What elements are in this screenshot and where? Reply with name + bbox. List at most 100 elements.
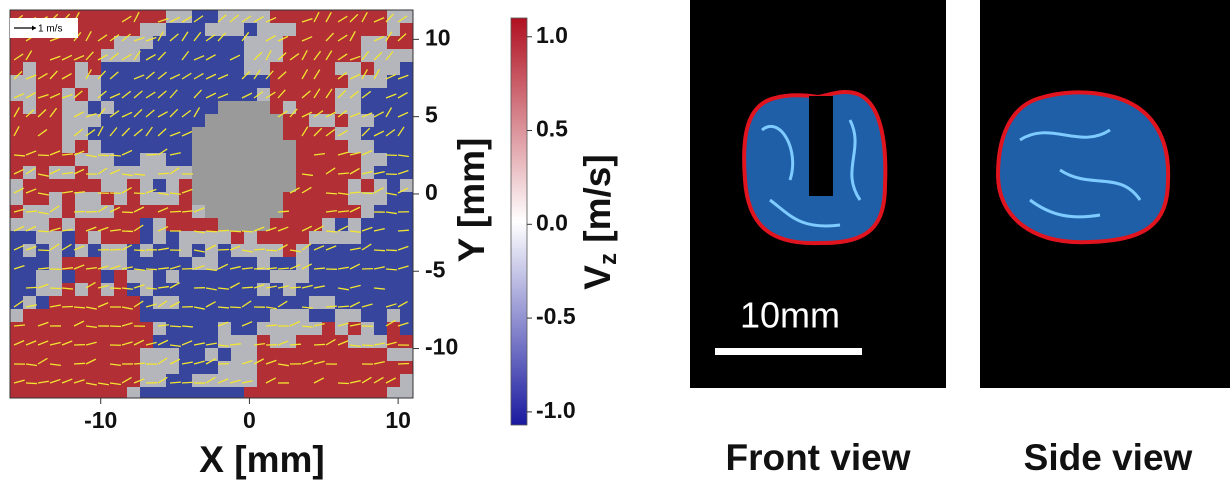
field-cell [205,348,218,361]
field-cell [153,374,166,387]
field-cell [335,10,348,23]
velocity-arrow [361,344,374,347]
field-cell [374,283,387,296]
field-cell [127,361,140,374]
velocity-arrow [181,340,193,346]
field-cell [49,192,62,205]
field-cell [218,88,231,101]
velocity-arrow [13,168,25,175]
field-cell [101,153,114,166]
velocity-arrow [313,323,325,327]
field-cell [88,23,101,36]
velocity-arrow [169,108,179,118]
field-cell [140,283,153,296]
velocity-arrow [397,91,408,99]
velocity-arrow [13,225,25,232]
velocity-arrow [73,191,86,194]
field-cell [88,231,101,244]
field-cell [348,309,361,322]
velocity-arrow [193,230,205,234]
velocity-arrow [169,167,180,175]
velocity-arrow [397,169,409,175]
velocity-arrow [109,154,122,157]
field-cell [361,270,374,283]
field-cell [49,36,62,49]
field-cell [335,49,348,62]
velocity-field [10,10,413,398]
field-cell [127,23,140,36]
velocity-arrow [325,111,337,118]
colorbar [510,17,528,426]
velocity-arrow [37,173,49,177]
velocity-arrow [325,88,333,99]
field-cell [114,127,127,140]
velocity-arrow [109,382,121,386]
field-cell [218,361,231,374]
velocity-arrow [145,188,157,194]
velocity-arrow [37,357,48,365]
field-cell [127,10,140,23]
field-cell [101,218,114,231]
field-cell [49,361,62,374]
field-cell [75,218,88,231]
velocity-arrow [337,322,349,327]
field-cell [10,140,23,153]
velocity-arrow [301,173,313,177]
field-cell [400,23,413,36]
field-cell [361,231,374,244]
velocity-arrow [157,339,169,346]
velocity-arrow [181,16,192,23]
velocity-arrow [349,73,361,80]
field-cell [205,322,218,335]
y-tick-label: 10 [425,24,451,50]
velocity-arrow [349,13,359,23]
velocity-arrow [265,16,277,23]
field-cell [387,361,400,374]
field-cell [361,10,374,23]
velocity-arrow [25,245,37,251]
field-cell [257,270,270,283]
velocity-arrow [217,93,229,99]
field-cell [23,296,36,309]
velocity-arrow [85,341,97,346]
field-cell [75,101,88,114]
velocity-arrow [217,32,227,42]
field-cell [205,62,218,75]
field-cell [322,218,335,231]
field-cell [153,179,166,192]
velocity-arrow [325,12,332,23]
field-cell [361,257,374,270]
field-cell [36,114,49,127]
field-cell [10,101,23,114]
field-cell [231,270,244,283]
field-cell [205,335,218,348]
velocity-arrow [241,360,253,365]
field-cell [62,36,75,49]
velocity-arrow [397,322,409,327]
field-cell [309,23,322,36]
field-cell [387,127,400,140]
field-cell [179,88,192,101]
field-cell [244,335,257,348]
field-cell [218,62,231,75]
velocity-arrow [133,192,146,195]
field-cell [114,101,127,114]
field-cell [374,62,387,75]
field-cell [218,387,231,398]
field-cell [127,101,140,114]
field-cell [335,36,348,49]
field-cell [374,75,387,88]
field-cell [322,101,335,114]
field-cell [36,205,49,218]
velocity-arrow [349,323,361,327]
field-cell [374,348,387,361]
field-cell [335,296,348,309]
field-cell [127,153,140,166]
velocity-arrow [97,108,106,118]
field-cell [361,62,374,75]
velocity-arrow [37,72,48,80]
velocity-arrow [13,300,24,308]
velocity-arrow [97,70,106,80]
field-cell [114,322,127,335]
velocity-arrow [73,245,85,251]
